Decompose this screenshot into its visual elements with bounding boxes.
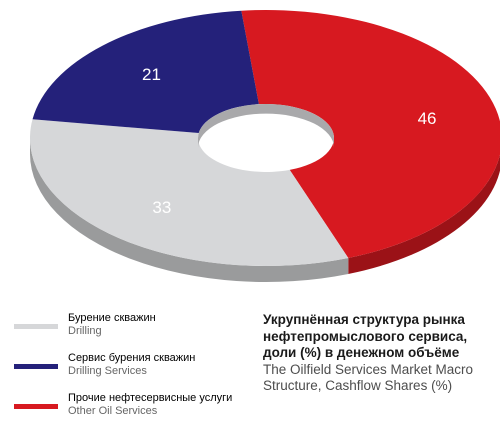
donut-hole-wall [198,104,334,148]
donut-data-labels: 46 33 21 [142,65,436,217]
legend-item-drilling-services: Сервис бурения скважин Drilling Services [14,352,254,392]
chart-title-ru: Укрупнённая структура рынка нефтепромысл… [263,312,468,360]
chart-title-en: The Oilfield Services Market Macro Struc… [263,361,474,394]
legend-swatch-other-oil-services [14,404,58,409]
data-label-drilling-services: 21 [142,65,161,84]
legend-label-en: Drilling [68,325,102,337]
legend-item-other-oil-services: Прочие нефтесервисные услуги Other Oil S… [14,392,254,432]
donut-slices [30,10,500,267]
data-label-other-oil-services: 46 [418,109,437,128]
donut-3d-sides [30,138,500,283]
legend-label-en: Drilling Services [68,365,147,377]
legend-label-ru: Прочие нефтесервисные услуги [68,392,233,404]
legend: Бурение скважин Drilling Сервис бурения … [14,312,254,432]
data-label-drilling: 33 [152,198,171,217]
slice-drilling-services [32,10,259,134]
slice-side-drilling [30,138,349,283]
legend-swatch-drilling [14,324,58,329]
slice-side-other-oil-services [348,154,500,274]
legend-label-ru: Сервис бурения скважин [68,352,196,364]
legend-item-drilling: Бурение скважин Drilling [14,312,254,352]
legend-swatch-drilling-services [14,364,58,369]
chart-caption: Укрупнённая структура рынка нефтепромысл… [263,312,495,395]
slice-drilling [30,119,349,267]
legend-label-en: Other Oil Services [68,405,158,417]
slice-other-oil-services [241,10,500,258]
donut-chart: 46 33 21 [30,10,500,283]
legend-label-ru: Бурение скважин [68,312,156,324]
